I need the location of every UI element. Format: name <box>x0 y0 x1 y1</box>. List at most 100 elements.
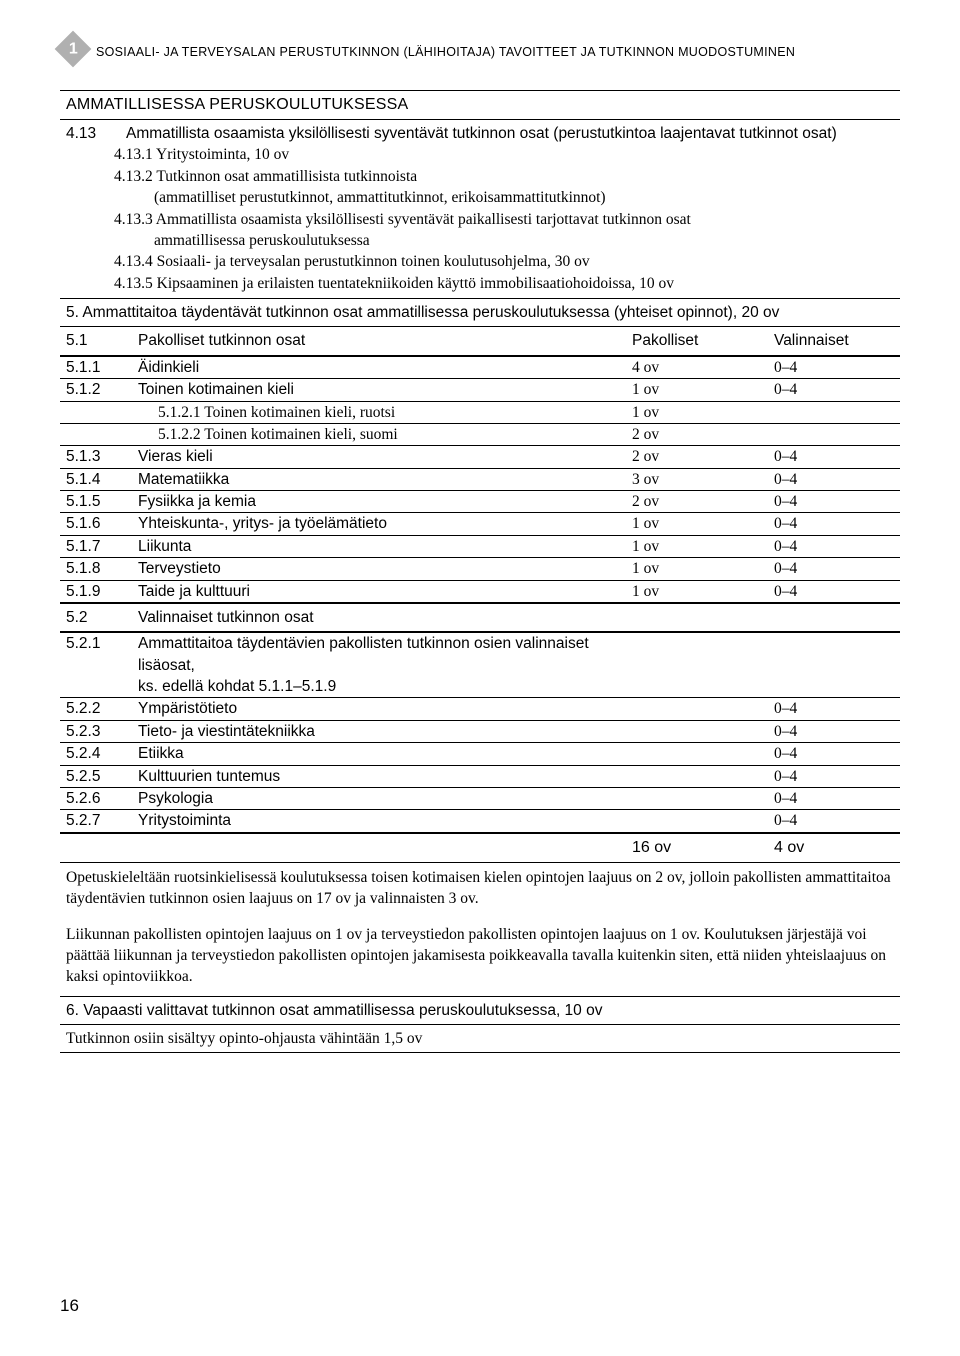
row-label: Vieras kieli <box>132 446 626 468</box>
block-413: 4.13 Ammatillista osaamista yksilöllises… <box>60 120 900 299</box>
item-4131: 4.13.1 Yritystoiminta, 10 ov <box>66 144 894 165</box>
row-num: 5.2.5 <box>60 765 132 787</box>
row-num: 5.1.2 <box>60 379 132 401</box>
list-item: 5.1.2.1 Toinen kotimainen kieli, ruotsi <box>132 401 626 423</box>
row-label: Toinen kotimainen kieli <box>132 379 626 401</box>
row-label: Yhteiskunta-, yritys- ja työelämätieto <box>132 513 626 535</box>
curriculum-table: AMMATILLISESSA PERUSKOULUTUKSESSA 4.13 A… <box>60 90 900 1053</box>
rows-52: 5.2.1Ammattitaitoa täydentävien pakollis… <box>60 632 900 833</box>
prose-1: Opetuskieleltään ruotsinkielisessä koulu… <box>66 867 894 910</box>
num-413: 4.13 <box>66 123 126 144</box>
pak-value: 2 ov <box>626 423 768 445</box>
prose-2: Liikunnan pakollisten opintojen laajuus … <box>66 924 894 988</box>
row-num: 5.2.3 <box>60 720 132 742</box>
row-label: Ammattitaitoa täydentävien pakollisten t… <box>132 633 626 698</box>
val-value: 0–4 <box>768 765 900 787</box>
val-value: 0–4 <box>768 810 900 832</box>
chapter-badge: 1 <box>55 31 92 68</box>
row-label: Terveystieto <box>132 558 626 580</box>
row-num: 5.1.9 <box>60 580 132 602</box>
row-num: 5.1.1 <box>60 356 132 378</box>
pak-value: 1 ov <box>626 513 768 535</box>
totals-spacer <box>60 833 626 862</box>
val-value: 0–4 <box>768 698 900 720</box>
pak-value: 1 ov <box>626 558 768 580</box>
head-valinnaiset: Valinnaiset <box>768 327 900 355</box>
val-value: 0–4 <box>768 356 900 378</box>
row-label: Äidinkieli <box>132 356 626 378</box>
val-value <box>768 401 900 423</box>
pak-empty <box>626 810 768 832</box>
row-label: Matematiikka <box>132 468 626 490</box>
pak-value: 1 ov <box>626 580 768 602</box>
section-7: Tutkinnon osiin sisältyy opinto-ohjausta… <box>60 1025 900 1053</box>
head-pakolliset: Pakolliset <box>626 327 768 355</box>
total-val: 4 ov <box>768 833 900 862</box>
section-5: 5. Ammattitaitoa täydentävät tutkinnon o… <box>60 299 900 327</box>
page-number: 16 <box>60 1296 79 1316</box>
row-num: 5.1.5 <box>60 491 132 513</box>
pak-empty <box>626 698 768 720</box>
val-value: 0–4 <box>768 580 900 602</box>
chapter-number: 1 <box>69 40 78 58</box>
item-4133: 4.13.3 Ammatillista osaamista yksilöllis… <box>66 209 894 230</box>
pak-empty <box>626 633 768 698</box>
running-head: 1 SOSIAALI- JA TERVEYSALAN PERUSTUTKINNO… <box>60 42 900 62</box>
val-value <box>768 423 900 445</box>
row-label: Psykologia <box>132 787 626 809</box>
label-52: Valinnaiset tutkinnon osat <box>132 603 900 631</box>
val-value: 0–4 <box>768 491 900 513</box>
item-4132: 4.13.2 Tutkinnon osat ammatillisista tut… <box>66 166 894 187</box>
val-value <box>768 633 900 698</box>
num-51: 5.1 <box>60 327 132 355</box>
row-label: Etiikka <box>132 743 626 765</box>
row-num: 5.2.7 <box>60 810 132 832</box>
item-4133b: ammatillisessa peruskoulutuksessa <box>66 230 894 251</box>
pak-value: 1 ov <box>626 401 768 423</box>
row-num: 5.2.1 <box>60 633 132 698</box>
row-num: 5.1.3 <box>60 446 132 468</box>
item-4134: 4.13.4 Sosiaali- ja terveysalan perustut… <box>66 251 894 272</box>
row-num: 5.1.7 <box>60 535 132 557</box>
val-value: 0–4 <box>768 787 900 809</box>
num-52: 5.2 <box>60 603 132 631</box>
pak-value: 2 ov <box>626 491 768 513</box>
row-num: 5.1.6 <box>60 513 132 535</box>
row-num: 5.2.4 <box>60 743 132 765</box>
pak-value: 4 ov <box>626 356 768 378</box>
val-value: 0–4 <box>768 720 900 742</box>
val-value: 0–4 <box>768 446 900 468</box>
val-value: 0–4 <box>768 743 900 765</box>
val-value: 0–4 <box>768 513 900 535</box>
row-label: Tieto- ja viestintätekniikka <box>132 720 626 742</box>
item-4135: 4.13.5 Kipsaaminen ja erilaisten tuentat… <box>66 273 894 294</box>
pak-empty <box>626 765 768 787</box>
pak-empty <box>626 720 768 742</box>
row-label: Fysiikka ja kemia <box>132 491 626 513</box>
row-num: 5.1.4 <box>60 468 132 490</box>
row-label: Ympäristötieto <box>132 698 626 720</box>
rows-51: 5.1.1Äidinkieli4 ov0–45.1.2Toinen kotima… <box>60 355 900 603</box>
pak-empty <box>626 743 768 765</box>
section-header: AMMATILLISESSA PERUSKOULUTUKSESSA <box>60 91 900 120</box>
row-label: Taide ja kulttuuri <box>132 580 626 602</box>
val-value: 0–4 <box>768 379 900 401</box>
title-413: Ammatillista osaamista yksilöllisesti sy… <box>126 123 894 144</box>
row-label: Yritystoiminta <box>132 810 626 832</box>
row-num: 5.2.6 <box>60 787 132 809</box>
prose-block: Opetuskieleltään ruotsinkielisessä koulu… <box>60 862 900 996</box>
row-label: Liikunta <box>132 535 626 557</box>
pak-empty <box>626 787 768 809</box>
running-head-title: SOSIAALI- JA TERVEYSALAN PERUSTUTKINNON … <box>96 45 795 59</box>
val-value: 0–4 <box>768 468 900 490</box>
item-4132b: (ammatilliset perustutkinnot, ammattitut… <box>66 187 894 208</box>
total-pak: 16 ov <box>626 833 768 862</box>
row-label: Kulttuurien tuntemus <box>132 765 626 787</box>
row-num: 5.2.2 <box>60 698 132 720</box>
pak-value: 2 ov <box>626 446 768 468</box>
pak-value: 3 ov <box>626 468 768 490</box>
row-num: 5.1.8 <box>60 558 132 580</box>
pak-value: 1 ov <box>626 535 768 557</box>
section-6: 6. Vapaasti valittavat tutkinnon osat am… <box>60 996 900 1024</box>
val-value: 0–4 <box>768 535 900 557</box>
